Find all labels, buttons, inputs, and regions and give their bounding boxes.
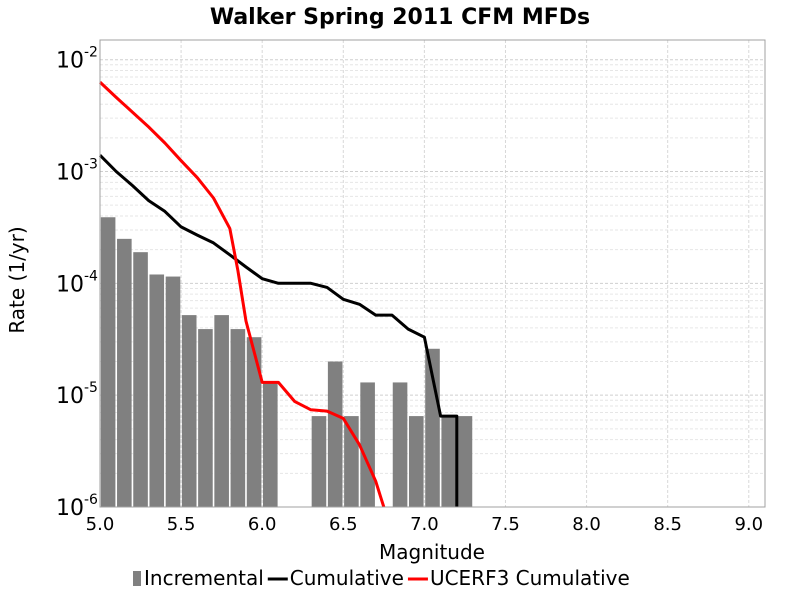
incremental-bars <box>100 217 473 507</box>
plot-border <box>99 39 766 508</box>
x-tick-label: 6.5 <box>329 514 358 535</box>
x-tick-label: 5.0 <box>86 514 115 535</box>
incremental-bar <box>392 382 408 507</box>
incremental-bar <box>408 416 424 507</box>
legend: Incremental Cumulative UCERF3 Cumulative <box>133 566 630 590</box>
y-axis-label: Rate (1/yr) <box>5 226 29 333</box>
x-tick-label: 7.0 <box>410 514 439 535</box>
y-tick-label: 10-3 <box>56 157 98 186</box>
incremental-bar <box>246 337 262 507</box>
y-axis-ticks: 10-610-510-410-310-2 <box>56 45 98 521</box>
incremental-bar <box>117 238 132 507</box>
incremental-bar <box>230 329 246 507</box>
chart-title: Walker Spring 2011 CFM MFDs <box>210 5 590 30</box>
x-tick-label: 5.5 <box>167 514 196 535</box>
y-tick-label: 10-4 <box>56 268 98 297</box>
x-tick-label: 9.0 <box>734 514 763 535</box>
x-tick-label: 7.5 <box>491 514 520 535</box>
y-tick-label: 10-5 <box>56 380 98 409</box>
incremental-bar <box>327 361 343 507</box>
series-lines <box>98 81 459 508</box>
x-tick-label: 6.0 <box>248 514 277 535</box>
y-tick-label: 10-2 <box>56 45 98 74</box>
incremental-bar <box>181 315 197 507</box>
x-axis-ticks: 5.0 5.5 6.0 6.5 7.0 7.5 8.0 8.5 9.0 <box>86 514 763 535</box>
incremental-bar <box>311 416 327 507</box>
incremental-bar <box>360 382 375 507</box>
incremental-bar <box>100 217 116 507</box>
cumulative-line <box>98 154 459 507</box>
incremental-bar <box>441 416 457 507</box>
legend-label-ucerf3-cumulative: UCERF3 Cumulative <box>430 566 630 590</box>
ucerf3-cumulative-line <box>98 81 386 508</box>
x-tick-label: 8.5 <box>653 514 682 535</box>
incremental-bar <box>149 274 165 507</box>
incremental-bar <box>214 315 229 507</box>
legend-swatch-incremental <box>133 571 141 586</box>
incremental-bar <box>165 276 181 507</box>
x-tick-label: 8.0 <box>572 514 601 535</box>
legend-label-cumulative: Cumulative <box>290 566 404 590</box>
incremental-bar <box>457 416 473 507</box>
incremental-bar <box>198 329 213 507</box>
legend-label-incremental: Incremental <box>144 566 264 590</box>
incremental-bar <box>263 382 278 507</box>
x-axis-label: Magnitude <box>379 540 485 564</box>
incremental-bar <box>133 252 148 507</box>
